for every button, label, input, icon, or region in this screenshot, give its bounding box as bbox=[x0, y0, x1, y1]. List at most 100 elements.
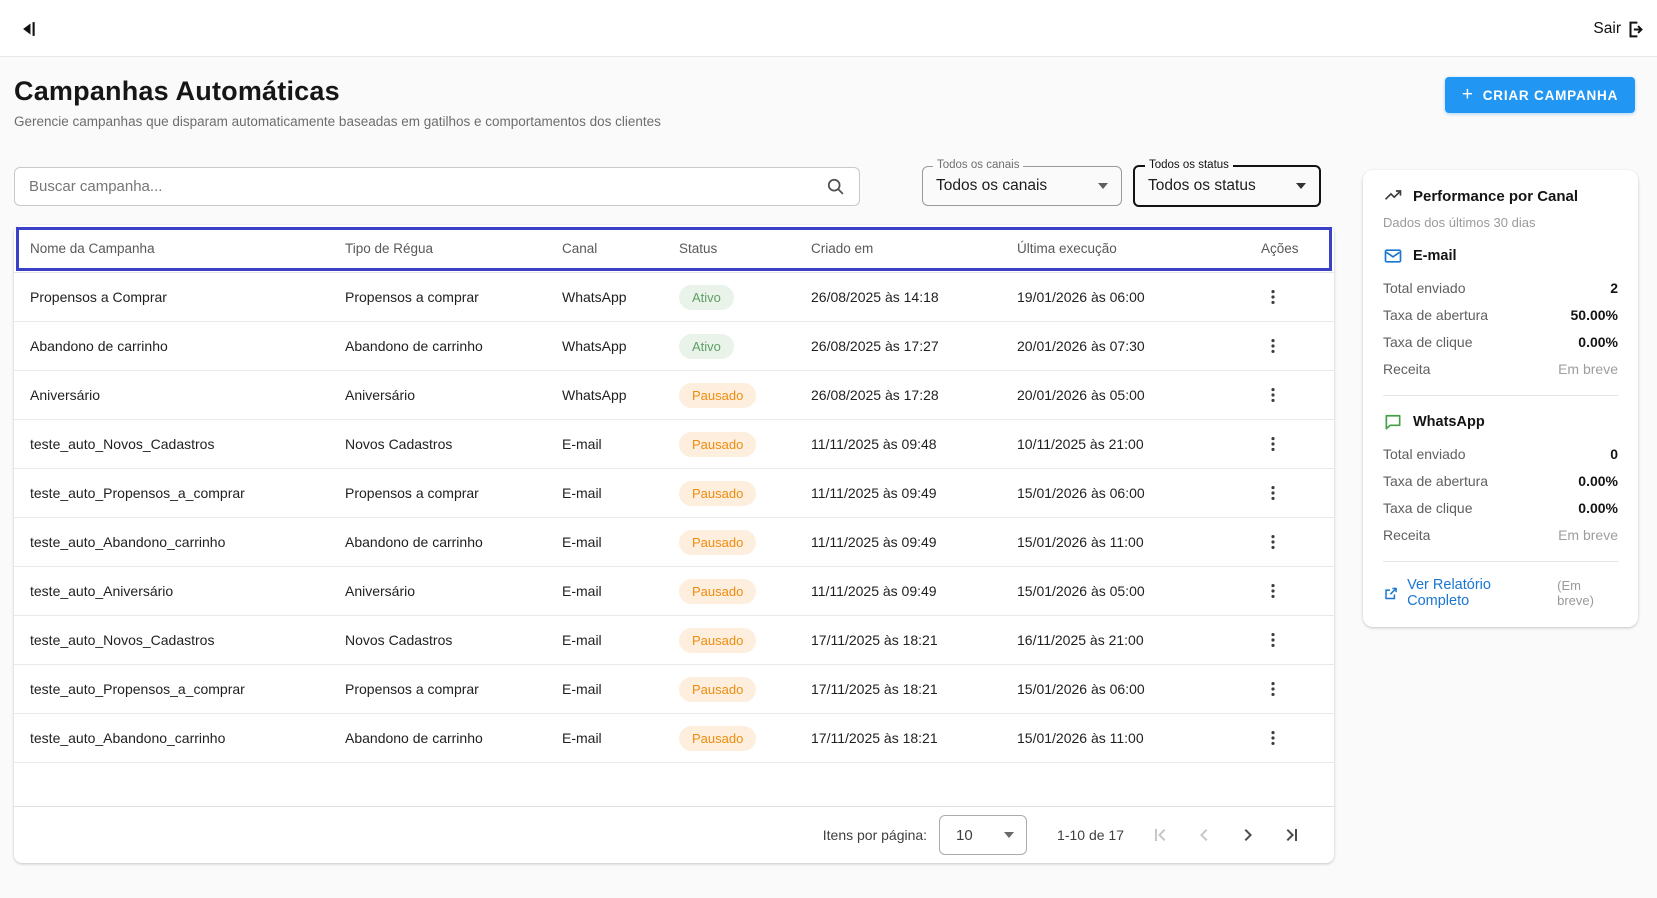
table-row: teste_auto_Propensos_a_comprar Propensos … bbox=[14, 665, 1334, 714]
column-header: Status bbox=[679, 241, 718, 256]
page-subtitle: Gerencie campanhas que disparam automati… bbox=[14, 114, 661, 129]
row-actions-button[interactable] bbox=[1253, 571, 1293, 611]
create-campaign-button[interactable]: + CRIAR CAMPANHA bbox=[1445, 77, 1635, 113]
created-at-cell: 17/11/2025 às 18:21 bbox=[811, 730, 938, 746]
status-filter-select[interactable]: Todos os status Todos os status bbox=[1133, 159, 1321, 207]
status-badge: Pausado bbox=[679, 676, 757, 702]
campaign-name-cell: teste_auto_Propensos_a_comprar bbox=[30, 681, 245, 697]
items-per-page-select[interactable]: 10 bbox=[939, 815, 1028, 855]
row-actions-button[interactable] bbox=[1253, 326, 1293, 366]
ruler-type-cell: Abandono de carrinho bbox=[345, 534, 483, 550]
row-actions-button[interactable] bbox=[1253, 375, 1293, 415]
last-run-cell: 20/01/2026 às 05:00 bbox=[1017, 387, 1145, 403]
top-bar: Sair bbox=[0, 0, 1657, 57]
metric-value: 2 bbox=[1610, 279, 1618, 296]
created-at-cell: 11/11/2025 às 09:49 bbox=[811, 485, 937, 501]
create-campaign-label: CRIAR CAMPANHA bbox=[1482, 87, 1619, 103]
last-page-icon bbox=[1286, 829, 1297, 841]
campaign-name-cell: teste_auto_Abandono_carrinho bbox=[30, 534, 226, 550]
last-run-cell: 16/11/2025 às 21:00 bbox=[1017, 632, 1144, 648]
channel-stats: E-mail Total enviado 2 Taxa de abertura 50.0… bbox=[1383, 246, 1618, 562]
chevron-down-icon bbox=[1296, 183, 1306, 189]
performance-title: Performance por Canal bbox=[1413, 187, 1579, 205]
kebab-menu-icon bbox=[1271, 682, 1275, 696]
created-at-cell: 11/11/2025 às 09:49 bbox=[811, 583, 937, 599]
status-badge: Pausado bbox=[679, 529, 757, 555]
channel-filter-select[interactable]: Todos os canais Todos os canais bbox=[922, 159, 1122, 206]
view-full-report-link[interactable]: Ver Relatório Completo bbox=[1407, 577, 1491, 609]
created-at-cell: 17/11/2025 às 18:21 bbox=[811, 632, 938, 648]
pagination-range: 1-10 de 17 bbox=[1057, 827, 1124, 843]
last-run-cell: 15/01/2026 às 06:00 bbox=[1017, 485, 1145, 501]
ruler-type-cell: Propensos a comprar bbox=[345, 485, 479, 501]
channel-filter-value: Todos os canais bbox=[936, 177, 1048, 194]
status-filter-label: Todos os status bbox=[1145, 159, 1233, 171]
last-run-cell: 15/01/2026 às 06:00 bbox=[1017, 681, 1145, 697]
trending-up-icon bbox=[1384, 190, 1402, 200]
row-actions-button[interactable] bbox=[1253, 669, 1293, 709]
status-badge: Pausado bbox=[679, 382, 757, 408]
kebab-menu-icon bbox=[1271, 731, 1275, 745]
metric-label: Taxa de abertura bbox=[1383, 306, 1489, 323]
logout-button[interactable]: Sair bbox=[1593, 13, 1647, 45]
row-actions-button[interactable] bbox=[1253, 620, 1293, 660]
created-at-cell: 26/08/2025 às 17:28 bbox=[811, 387, 939, 403]
table-body: Propensos a Comprar Propensos a comprar Wh… bbox=[14, 273, 1334, 763]
actions-cell bbox=[1249, 424, 1334, 464]
table-row: Propensos a Comprar Propensos a comprar Wh… bbox=[14, 273, 1334, 322]
metric-row: Receita Em breve bbox=[1383, 521, 1618, 548]
kebab-menu-icon bbox=[1271, 388, 1275, 402]
table-row: teste_auto_Aniversário Aniversário E-mail P… bbox=[14, 567, 1334, 616]
status-badge: Pausado bbox=[679, 480, 757, 506]
ruler-type-cell: Aniversário bbox=[345, 387, 416, 403]
status-cell: Pausado bbox=[667, 676, 799, 702]
table-row: teste_auto_Abandono_carrinho Abandono de … bbox=[14, 714, 1334, 763]
performance-subtitle: Dados dos últimos 30 dias bbox=[1383, 215, 1536, 230]
collapse-sidebar-button[interactable] bbox=[12, 11, 48, 47]
channel-cell: E-mail bbox=[562, 632, 602, 648]
row-actions-button[interactable] bbox=[1253, 473, 1293, 513]
actions-cell bbox=[1249, 669, 1334, 709]
report-coming-soon-note: (Em breve) bbox=[1557, 578, 1594, 608]
first-page-button[interactable] bbox=[1138, 813, 1182, 857]
performance-panel: Performance por Canal Dados dos últimos … bbox=[1363, 170, 1638, 627]
status-cell: Pausado bbox=[667, 529, 799, 555]
plus-icon: + bbox=[1461, 83, 1474, 105]
created-at-cell: 17/11/2025 às 18:21 bbox=[811, 681, 938, 697]
row-actions-button[interactable] bbox=[1253, 522, 1293, 562]
created-at-cell: 26/08/2025 às 14:18 bbox=[811, 289, 939, 305]
page-title: Campanhas Automáticas bbox=[14, 76, 340, 106]
metric-value: 50.00% bbox=[1570, 306, 1618, 323]
logout-icon bbox=[1629, 21, 1643, 37]
status-badge: Pausado bbox=[679, 578, 757, 604]
row-actions-button[interactable] bbox=[1253, 424, 1293, 464]
last-run-cell: 15/01/2026 às 11:00 bbox=[1017, 534, 1144, 550]
first-page-icon bbox=[1155, 829, 1166, 841]
campaign-name-cell: teste_auto_Novos_Cadastros bbox=[30, 632, 215, 648]
ruler-type-cell: Abandono de carrinho bbox=[345, 730, 483, 746]
channel-filter-label: Todos os canais bbox=[933, 159, 1024, 171]
last-page-button[interactable] bbox=[1270, 813, 1314, 857]
last-run-cell: 19/01/2026 às 06:00 bbox=[1017, 289, 1145, 305]
metric-value: Em breve bbox=[1558, 360, 1618, 377]
table-row: teste_auto_Novos_Cadastros Novos Cadastro… bbox=[14, 420, 1334, 469]
column-header: Tipo de Régua bbox=[345, 241, 434, 256]
chevron-right-icon bbox=[1244, 829, 1252, 841]
channel-cell: E-mail bbox=[562, 681, 602, 697]
row-actions-button[interactable] bbox=[1253, 277, 1293, 317]
campaigns-table-card: Nome da Campanha Tipo de Régua Canal Status… bbox=[14, 225, 1334, 863]
actions-cell bbox=[1249, 473, 1334, 513]
actions-cell bbox=[1249, 375, 1334, 415]
table-row: teste_auto_Novos_Cadastros Novos Cadastro… bbox=[14, 616, 1334, 665]
last-run-cell: 20/01/2026 às 07:30 bbox=[1017, 338, 1145, 354]
status-cell: Pausado bbox=[667, 725, 799, 751]
chat-icon bbox=[1385, 414, 1401, 430]
row-actions-button[interactable] bbox=[1253, 718, 1293, 758]
created-at-cell: 11/11/2025 às 09:49 bbox=[811, 534, 937, 550]
search-input[interactable] bbox=[15, 168, 825, 205]
ruler-type-cell: Aniversário bbox=[345, 583, 416, 599]
actions-cell bbox=[1249, 620, 1334, 660]
next-page-button[interactable] bbox=[1226, 813, 1270, 857]
campaign-name-cell: teste_auto_Aniversário bbox=[30, 583, 174, 599]
previous-page-button[interactable] bbox=[1182, 813, 1226, 857]
